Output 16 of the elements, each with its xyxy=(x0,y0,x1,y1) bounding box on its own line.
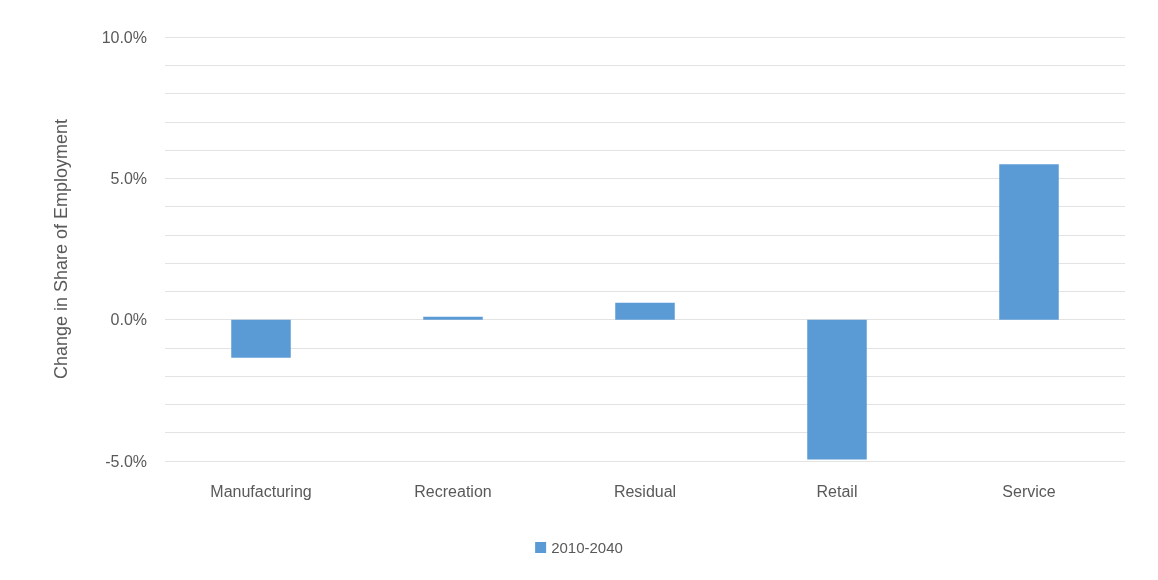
bar xyxy=(999,164,1059,320)
legend-label: 2010-2040 xyxy=(551,539,623,556)
bar xyxy=(231,319,291,358)
y-tick-label: 0.0% xyxy=(110,311,147,329)
y-tick-label: 10.0% xyxy=(101,28,147,46)
y-axis-title: Change in Share of Employment xyxy=(51,118,71,380)
x-tick-label: Manufacturing xyxy=(210,482,312,500)
bar xyxy=(807,319,867,460)
bar xyxy=(615,302,675,320)
y-tick-label: 5.0% xyxy=(110,169,147,187)
bar xyxy=(423,316,483,320)
x-tick-label: Retail xyxy=(816,482,858,500)
y-tick-label: -5.0% xyxy=(105,452,147,470)
x-tick-label: Service xyxy=(1002,482,1056,500)
x-tick-label: Recreation xyxy=(414,482,492,500)
x-tick-label: Residual xyxy=(613,482,677,500)
